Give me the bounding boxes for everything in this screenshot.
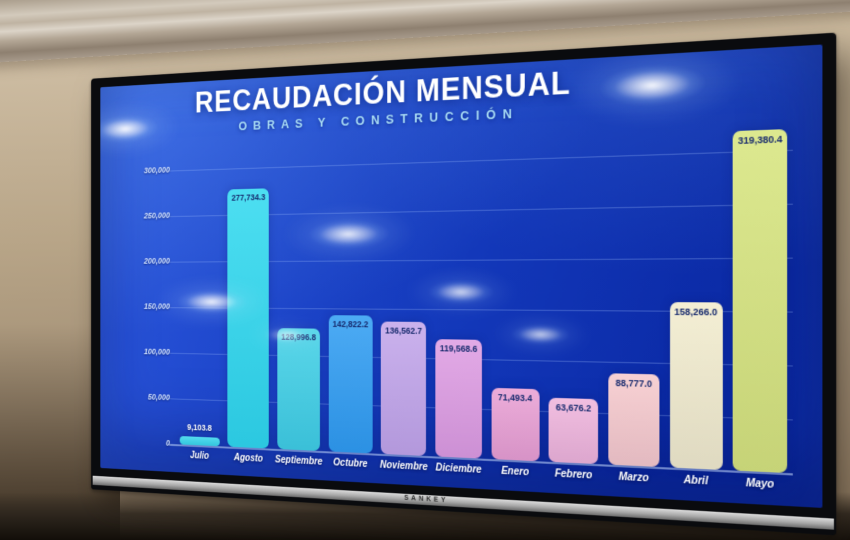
bar-value-label: 9,103.8 bbox=[187, 422, 212, 433]
bar-mayo bbox=[732, 129, 788, 474]
bar-value-label: 128,996.8 bbox=[281, 331, 317, 342]
y-axis-tick-label: 200,000 bbox=[143, 256, 170, 266]
bar-noviembre bbox=[381, 321, 427, 457]
bar-value-label: 119,568.6 bbox=[439, 343, 478, 354]
tv-screen: RECAUDACIÓN MENSUAL OBRAS Y CONSTRUCCIÓN… bbox=[100, 44, 823, 508]
y-axis-tick-label: 0 bbox=[165, 438, 170, 448]
x-axis-label: Mayo bbox=[745, 477, 775, 492]
y-axis-tick-label: 250,000 bbox=[143, 210, 170, 221]
bar-diciembre bbox=[435, 338, 482, 459]
y-axis-tick-label: 150,000 bbox=[143, 301, 170, 311]
bar-abril bbox=[669, 302, 723, 470]
bar-value-label: 136,562.7 bbox=[385, 325, 423, 337]
gridline bbox=[169, 149, 793, 172]
y-axis-tick-label: 50,000 bbox=[147, 392, 170, 403]
y-axis-tick-label: 300,000 bbox=[143, 164, 170, 176]
y-axis-tick-label: 100,000 bbox=[143, 346, 170, 357]
bar-septiembre bbox=[277, 327, 321, 451]
bar-value-label: 158,266.0 bbox=[674, 306, 718, 318]
bar-value-label: 88,777.0 bbox=[615, 377, 652, 390]
bar-value-label: 319,380.4 bbox=[737, 133, 783, 147]
bar-agosto bbox=[227, 188, 270, 449]
bar-octubre bbox=[328, 315, 373, 454]
bar-value-label: 277,734.3 bbox=[231, 192, 266, 203]
tv-frame: RECAUDACIÓN MENSUAL OBRAS Y CONSTRUCCIÓN… bbox=[91, 32, 837, 536]
